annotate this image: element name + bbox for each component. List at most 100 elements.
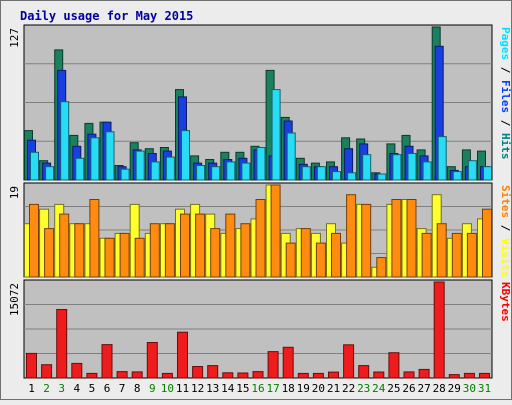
x-label-day-13: 13 xyxy=(206,382,219,395)
bar-kbytes-day-12 xyxy=(192,366,204,379)
bar-pages-day-22 xyxy=(347,172,357,181)
bar-sites-day-12 xyxy=(195,213,206,278)
bar-kbytes-day-15 xyxy=(237,372,249,379)
bar-kbytes-day-24 xyxy=(373,371,385,379)
bar-pages-day-5 xyxy=(90,137,100,181)
bar-pages-day-27 xyxy=(422,161,432,181)
bar-kbytes-day-1 xyxy=(26,352,37,379)
bar-sites-day-3 xyxy=(59,213,70,278)
bar-sites-day-22 xyxy=(346,194,357,278)
legend-item-kbytes: KBytes xyxy=(499,282,512,322)
x-label-day-18: 18 xyxy=(282,382,295,395)
bar-pages-day-30 xyxy=(467,160,477,181)
bar-pages-day-17 xyxy=(271,89,281,181)
bar-pages-day-12 xyxy=(196,165,206,181)
bar-pages-day-26 xyxy=(407,153,417,181)
x-label-day-25: 25 xyxy=(387,382,400,395)
bar-kbytes-day-14 xyxy=(222,372,234,379)
x-label-day-31: 31 xyxy=(478,382,491,395)
panel-kbytes: 15072 KBytes xyxy=(8,279,512,379)
bar-pages-day-24 xyxy=(377,173,387,181)
bar-pages-day-11 xyxy=(181,130,190,181)
y-max-label: 19 xyxy=(8,186,21,199)
bar-kbytes-day-7 xyxy=(116,371,128,379)
legend-separator: / xyxy=(499,60,512,80)
bar-sites-day-20 xyxy=(315,242,326,278)
x-label-day-28: 28 xyxy=(433,382,446,395)
bar-sites-day-24 xyxy=(376,257,387,278)
bar-sites-day-13 xyxy=(210,228,221,278)
bar-pages-day-29 xyxy=(452,171,462,181)
legend-item-pages: Pages xyxy=(499,27,512,60)
bar-kbytes-day-13 xyxy=(207,365,219,379)
bar-pages-day-2 xyxy=(45,166,55,181)
x-label-day-6: 6 xyxy=(104,382,111,395)
bar-pages-day-6 xyxy=(105,131,115,181)
x-label-day-11: 11 xyxy=(176,382,189,395)
y-max-label: 127 xyxy=(8,28,21,48)
bar-sites-day-16 xyxy=(255,199,266,278)
bar-pages-day-19 xyxy=(301,166,311,181)
bar-kbytes-day-16 xyxy=(252,371,264,379)
x-label-day-7: 7 xyxy=(119,382,126,395)
bar-sites-day-19 xyxy=(300,228,311,278)
bar-kbytes-day-19 xyxy=(297,372,309,379)
legend-item-hits: Hits xyxy=(499,133,512,160)
bar-pages-day-13 xyxy=(211,166,221,181)
panel-sites-visits: 19 Sites / Visits xyxy=(8,182,512,278)
bar-sites-day-31 xyxy=(482,208,492,278)
bar-sites-day-14 xyxy=(225,213,236,278)
bar-kbytes-day-8 xyxy=(131,371,143,379)
bar-sites-day-6 xyxy=(104,237,115,278)
x-label-day-17: 17 xyxy=(266,382,279,395)
legend-item-visits: Visits xyxy=(499,238,512,278)
bar-pages-day-4 xyxy=(75,157,85,181)
x-label-day-1: 1 xyxy=(28,382,35,395)
legend-sites-visits: Sites / Visits xyxy=(499,185,512,278)
bar-sites-day-29 xyxy=(451,232,462,278)
bar-pages-day-31 xyxy=(483,166,492,181)
bar-kbytes-day-21 xyxy=(328,371,339,379)
bar-sites-day-18 xyxy=(285,242,296,278)
legend-hits-files-pages: Pages / Files / Hits xyxy=(499,27,512,160)
panel-hits-files-pages: 127 Pages / Files / Hits xyxy=(8,24,512,181)
bar-kbytes-day-11 xyxy=(177,331,188,379)
bar-pages-day-20 xyxy=(316,166,326,181)
bar-kbytes-day-26 xyxy=(403,371,415,379)
y-max-label: 15072 xyxy=(8,283,21,316)
bar-sites-day-11 xyxy=(180,213,190,278)
bar-sites-day-1 xyxy=(29,203,39,278)
bar-sites-day-5 xyxy=(89,199,100,278)
legend-kbytes: KBytes xyxy=(499,282,512,322)
bar-kbytes-day-28 xyxy=(433,281,445,379)
bar-kbytes-day-5 xyxy=(86,372,98,379)
bar-sites-day-26 xyxy=(406,199,417,278)
bar-pages-day-23 xyxy=(362,154,372,181)
bar-sites-day-9 xyxy=(149,223,160,278)
bar-kbytes-day-29 xyxy=(448,374,460,379)
bar-kbytes-day-4 xyxy=(71,362,83,379)
bar-kbytes-day-18 xyxy=(282,346,294,379)
x-label-day-14: 14 xyxy=(221,382,235,395)
bar-pages-day-16 xyxy=(256,147,266,181)
bar-kbytes-day-31 xyxy=(479,372,490,379)
bar-sites-day-30 xyxy=(466,232,477,278)
x-axis-labels: 1 2 3 4 5 6 7 8 9 10 11 12 13 14 15 16 17 18 19 20 21 22 23 24 2… xyxy=(28,382,491,395)
bar-kbytes-day-20 xyxy=(312,372,324,379)
x-label-day-8: 8 xyxy=(134,382,141,395)
bar-kbytes-day-9 xyxy=(146,342,158,379)
bar-sites-day-2 xyxy=(44,228,55,278)
x-label-day-9: 9 xyxy=(149,382,156,395)
legend-separator: / xyxy=(499,113,512,133)
bar-kbytes-day-23 xyxy=(358,365,370,379)
legend-item-sites: Sites xyxy=(499,185,512,218)
x-label-day-20: 20 xyxy=(312,382,325,395)
bar-kbytes-day-25 xyxy=(388,352,400,379)
bar-kbytes-day-6 xyxy=(101,344,113,379)
bar-pages-day-14 xyxy=(226,161,236,181)
bar-kbytes-day-10 xyxy=(161,372,173,379)
chart-title: Daily usage for May 2015 xyxy=(20,9,193,23)
